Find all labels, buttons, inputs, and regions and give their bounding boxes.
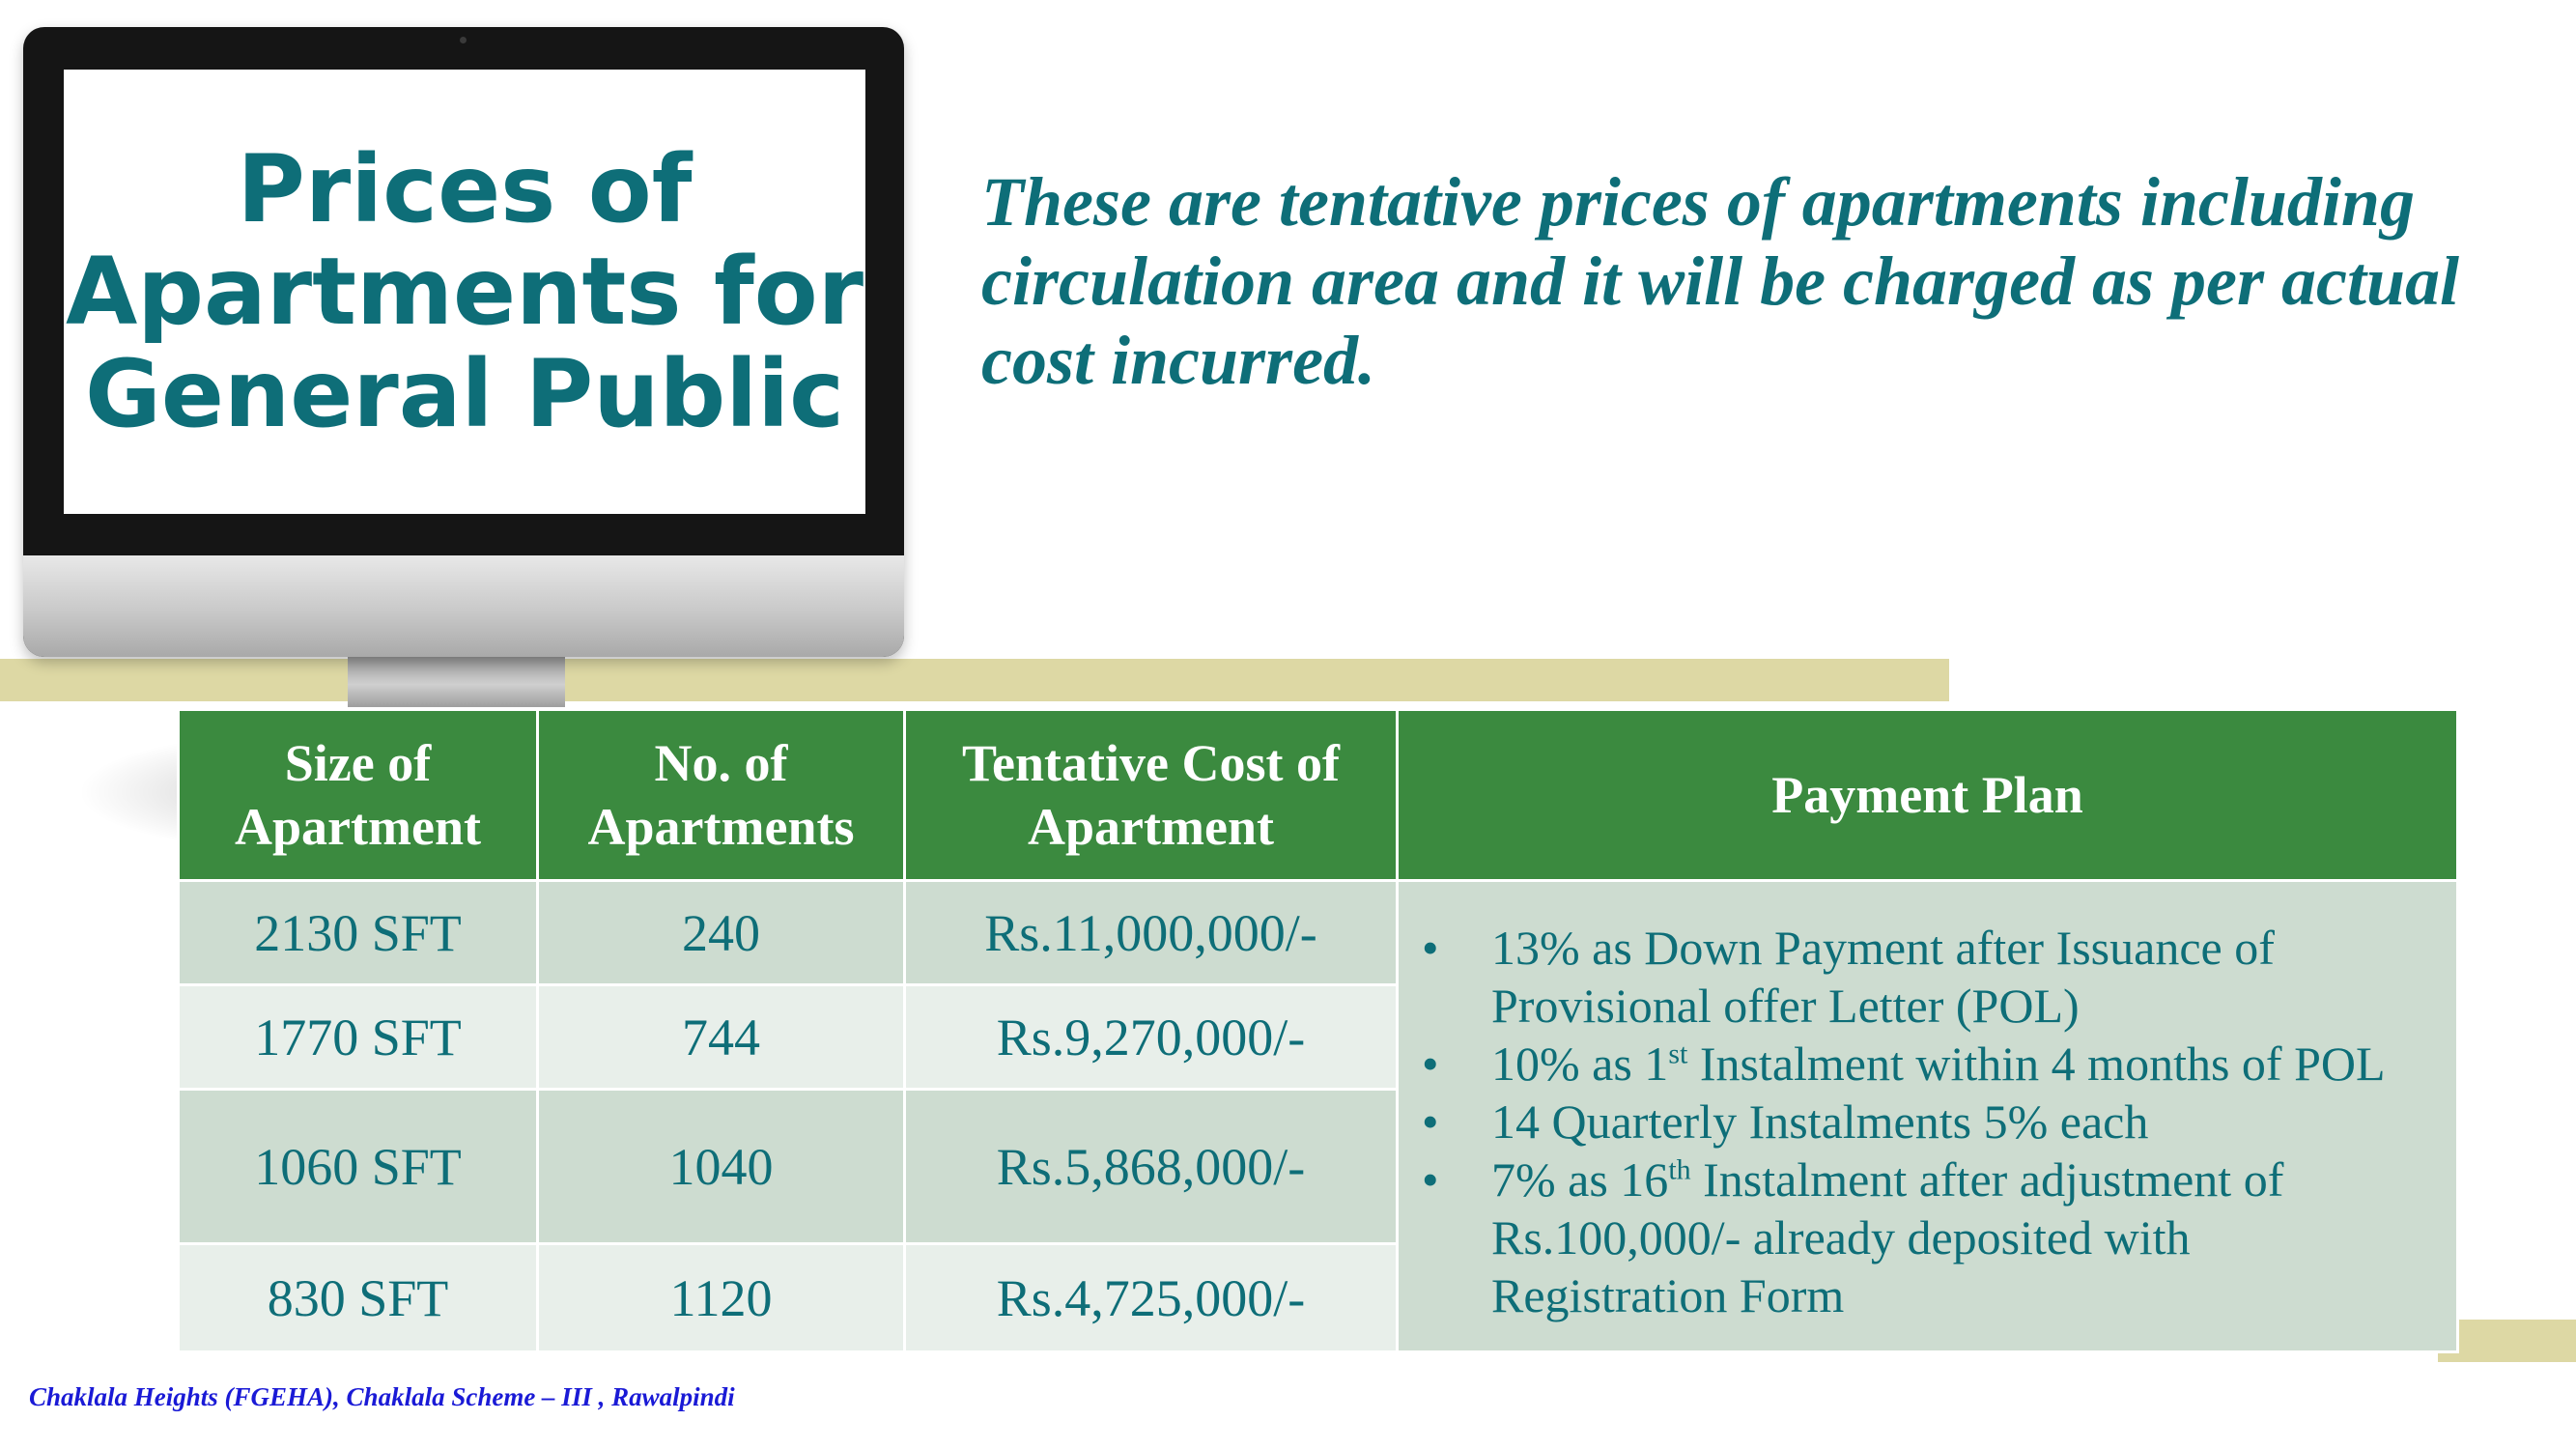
list-item: • 10% as 1st Instalment within 4 months … [1399,1035,2437,1093]
cell-cost: Rs.11,000,000/- [903,879,1399,986]
decorative-band-bottom-right [2438,1320,2576,1362]
title-line-1: Prices of [237,135,693,243]
ordinal-suffix: th [1668,1153,1691,1186]
cell-size: 1060 SFT [177,1088,539,1245]
monitor-screen: Prices of Apartments for General Public [64,70,865,514]
monitor-stand [348,657,565,707]
plan-item-text: Instalment after adjustment of Rs.100,00… [1491,1152,2284,1322]
header-payment-plan: Payment Plan [1396,708,2459,882]
plan-item-text: 10% as 1 [1491,1037,1669,1091]
table-row: 830 SFT 1120 Rs.4,725,000/- [177,1242,2458,1353]
cell-cost: Rs.5,868,000/- [903,1088,1399,1245]
payment-plan-list: • 13% as Down Payment after Issuance of … [1399,919,2437,1324]
table-row: 1770 SFT 744 Rs.9,270,000/- [177,983,2458,1091]
cell-count: 240 [536,879,906,986]
cell-size: 830 SFT [177,1242,539,1353]
page-title: Prices of Apartments for General Public [66,138,863,445]
cell-count: 1040 [536,1088,906,1245]
header-count: No. of Apartments [536,708,906,882]
plan-item-text: Instalment within 4 months of POL [1687,1037,2386,1091]
monitor-chin [23,555,904,657]
header-count-line-2: Apartments [587,798,855,856]
table-row: 2130 SFT 240 Rs.11,000,000/- • 13% as Do… [177,879,2459,1353]
header-size-line-2: Apartment [235,798,481,856]
table-header-row: Size of Apartment No. of Apartments Tent… [177,708,2459,882]
monitor-camera-icon [460,37,467,43]
list-item: • 13% as Down Payment after Issuance of … [1399,919,2437,1035]
plan-item-text: 14 Quarterly Instalments 5% each [1491,1094,2149,1149]
price-table: Size of Apartment No. of Apartments Tent… [177,708,2459,1353]
header-size-line-1: Size of [284,734,432,792]
cell-cost: Rs.9,270,000/- [903,983,1399,1091]
bullet-icon: • [1422,1094,1439,1149]
plan-item-text: 7% as 16 [1491,1152,1669,1207]
bullet-icon: • [1422,921,1439,975]
cell-count: 744 [536,983,906,1091]
list-item: • 7% as 16th Instalment after adjustment… [1399,1151,2437,1324]
cell-cost: Rs.4,725,000/- [903,1242,1399,1353]
list-item: • 14 Quarterly Instalments 5% each [1399,1093,2437,1151]
footer-caption: Chaklala Heights (FGEHA), Chaklala Schem… [29,1382,735,1411]
decorative-band-top [0,659,1949,701]
bullet-icon: • [1422,1152,1439,1207]
cell-size: 2130 SFT [177,879,539,986]
header-count-line-1: No. of [654,734,788,792]
bullet-icon: • [1422,1037,1439,1091]
intro-note: These are tentative prices of apartments… [981,163,2460,399]
cell-count: 1120 [536,1242,906,1353]
table-row: 1060 SFT 1040 Rs.5,868,000/- [177,1088,2458,1245]
title-line-2: Apartments for [65,238,864,346]
header-cost: Tentative Cost of Apartment [903,708,1399,882]
ordinal-suffix: st [1668,1037,1688,1070]
title-line-3: General Public [85,340,844,448]
payment-plan-cell: • 13% as Down Payment after Issuance of … [1396,879,2459,1353]
header-size: Size of Apartment [177,708,539,882]
cell-size: 1770 SFT [177,983,539,1091]
plan-item-text: 13% as Down Payment after Issuance of Pr… [1491,921,2275,1033]
header-cost-line-1: Tentative Cost of [962,734,1340,792]
header-cost-line-2: Apartment [1028,798,1274,856]
